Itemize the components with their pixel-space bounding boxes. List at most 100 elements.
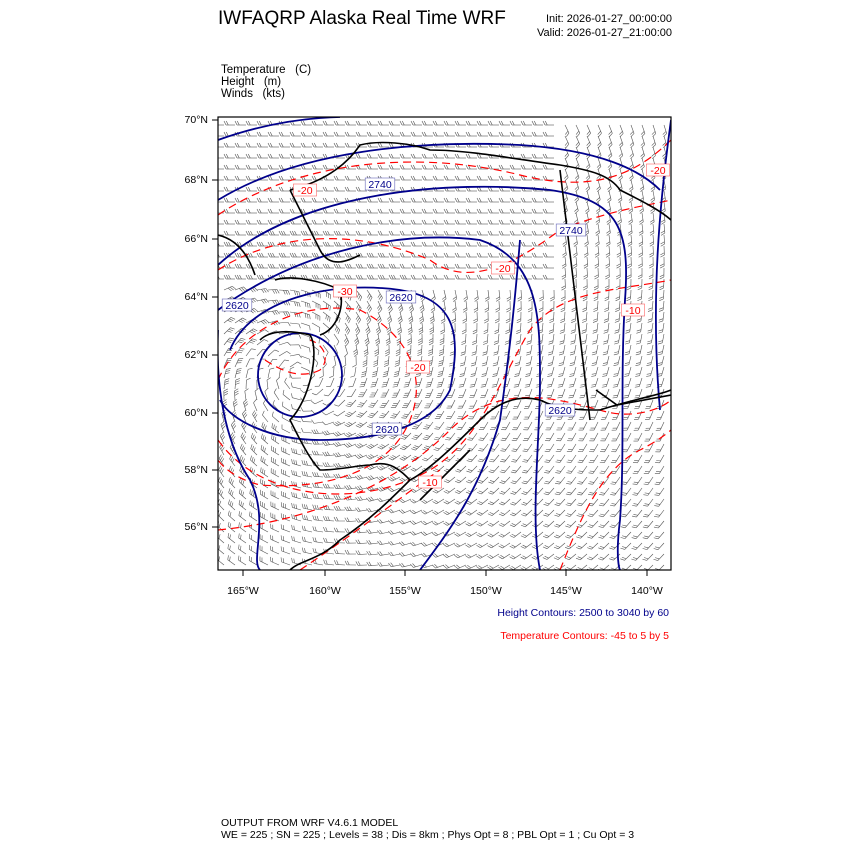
wind-barb xyxy=(348,377,357,388)
wind-barb xyxy=(654,509,665,518)
wind-barb xyxy=(587,520,599,528)
wind-barb xyxy=(356,410,368,418)
wind-barb xyxy=(323,388,335,397)
wind-barb xyxy=(505,311,511,324)
wind-barb xyxy=(593,278,599,291)
wind-barb xyxy=(531,153,543,159)
wind-barb xyxy=(443,219,455,225)
wind-barb xyxy=(407,322,413,335)
wind-barb xyxy=(377,219,389,225)
wind-barb xyxy=(548,333,555,345)
wind-barb xyxy=(509,564,522,570)
wind-barb xyxy=(620,509,632,518)
wind-barb xyxy=(218,179,224,181)
wind-barb xyxy=(260,444,269,456)
wind-barb xyxy=(311,120,323,126)
wind-barb xyxy=(259,545,269,555)
wind-barb xyxy=(483,322,489,335)
wind-barb xyxy=(421,263,433,269)
wind-barb xyxy=(611,410,621,420)
wind-barb xyxy=(267,289,280,294)
wind-barb xyxy=(513,377,522,388)
wind-barb xyxy=(245,368,253,379)
wind-barb xyxy=(631,520,643,529)
wind-barb xyxy=(583,278,588,291)
wind-barb xyxy=(388,274,400,280)
wind-barb xyxy=(487,531,500,538)
wind-barb xyxy=(614,333,621,345)
wind-barb xyxy=(367,410,379,418)
wind-barb xyxy=(520,263,532,269)
wind-barb xyxy=(301,503,313,511)
wind-barb xyxy=(522,454,533,463)
wind-barb xyxy=(633,432,643,442)
wind-barb xyxy=(642,531,654,540)
wind-barb xyxy=(564,135,570,148)
wind-barb xyxy=(514,366,522,377)
wind-barb xyxy=(266,377,271,390)
wind-barb xyxy=(635,344,643,356)
wind-barb xyxy=(628,201,633,214)
wind-barb xyxy=(476,230,488,236)
wind-barb xyxy=(599,476,610,485)
wind-barb xyxy=(531,241,543,247)
wind-barb xyxy=(301,460,313,467)
wind-barb xyxy=(576,531,588,539)
wind-barb xyxy=(410,208,422,214)
wind-barb xyxy=(281,424,291,434)
wind-barb xyxy=(465,208,477,214)
wind-barb xyxy=(466,465,478,473)
wind-barb xyxy=(410,120,422,126)
wind-barb xyxy=(333,462,346,468)
wind-barb xyxy=(425,377,434,388)
wind-barb xyxy=(621,465,632,474)
wind-barb xyxy=(278,311,291,316)
wind-barb xyxy=(597,124,602,137)
wind-barb xyxy=(311,429,324,434)
wind-barb xyxy=(616,267,621,280)
wind-barb xyxy=(520,131,532,137)
wind-barb xyxy=(526,333,533,345)
wind-barb xyxy=(443,498,456,505)
wind-barb xyxy=(544,443,555,452)
wind-barb xyxy=(487,120,499,126)
wind-barb xyxy=(375,333,380,346)
wind-barb xyxy=(355,153,367,159)
wind-barb xyxy=(635,355,643,366)
wind-barb xyxy=(366,529,379,534)
wind-barb xyxy=(256,274,268,280)
wind-barb xyxy=(606,223,611,236)
wind-barb xyxy=(219,432,226,445)
wind-barb xyxy=(646,355,654,366)
wind-barb xyxy=(543,476,555,485)
wind-barb xyxy=(526,344,533,356)
wind-barb xyxy=(250,444,258,456)
wind-barb xyxy=(355,561,368,566)
wind-barb xyxy=(586,157,591,170)
wind-barb xyxy=(554,487,566,496)
wind-barb xyxy=(631,509,643,518)
wind-barb xyxy=(524,388,533,399)
wind-barb xyxy=(627,245,632,258)
wind-barb xyxy=(377,230,389,236)
wind-barb xyxy=(604,278,610,291)
wind-barb xyxy=(500,432,511,441)
wind-barb xyxy=(629,135,635,148)
wind-barb xyxy=(609,509,621,518)
wind-barb xyxy=(531,219,543,225)
height-contour-label: 2740 xyxy=(364,177,396,191)
wind-barb xyxy=(322,186,334,192)
wind-barb xyxy=(289,241,301,247)
wind-barb xyxy=(452,289,458,302)
wind-barb xyxy=(256,252,268,258)
wind-barb xyxy=(399,443,412,451)
wind-barb xyxy=(218,124,224,126)
wind-barb xyxy=(423,421,434,430)
wind-barb xyxy=(410,465,423,472)
wind-barb xyxy=(322,131,334,137)
wind-barb xyxy=(399,552,412,557)
wind-barb xyxy=(542,263,554,269)
wind-barb xyxy=(278,351,291,357)
wind-barb xyxy=(238,499,247,511)
wind-barb xyxy=(437,366,445,377)
